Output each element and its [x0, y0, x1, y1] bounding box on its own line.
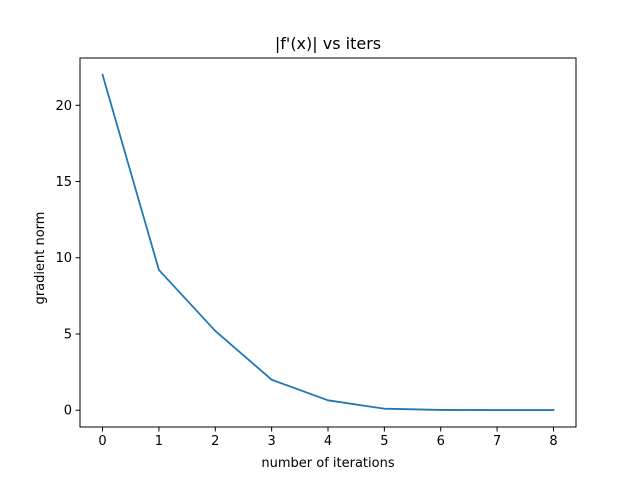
x-tick-label-8: 8: [549, 434, 557, 449]
x-tick-label-6: 6: [437, 434, 445, 449]
x-tick-label-0: 0: [98, 434, 106, 449]
y-tick-label-10: 10: [55, 251, 72, 266]
x-axis-label: number of iterations: [261, 456, 394, 471]
x-tick-label-7: 7: [493, 434, 501, 449]
y-axis-label: gradient norm: [33, 212, 48, 305]
x-tick-label-5: 5: [380, 434, 388, 449]
y-tick-label-5: 5: [64, 327, 72, 342]
chart-title: |f'(x)| vs iters: [275, 34, 381, 53]
y-tick-label-20: 20: [55, 99, 72, 114]
x-tick-label-3: 3: [267, 434, 275, 449]
series-line-0: [101, 73, 555, 411]
x-tick-label-2: 2: [211, 434, 219, 449]
y-tick-label-15: 15: [55, 175, 72, 190]
y-tick-label-0: 0: [64, 404, 72, 419]
x-tick-label-1: 1: [155, 434, 163, 449]
plot-area: 0 1 2 3 4 5 6 7 8 0 5 10 15 20: [55, 57, 577, 449]
x-tick-label-4: 4: [324, 434, 332, 449]
